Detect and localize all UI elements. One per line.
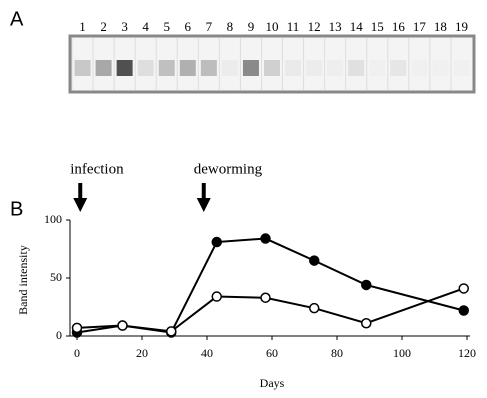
point (459, 284, 468, 293)
y-axis-label: Band intensity (16, 245, 30, 315)
lane-band (348, 60, 364, 76)
lane-label: 7 (206, 19, 213, 34)
point (310, 304, 319, 313)
arrow-head (197, 198, 211, 212)
lane-label: 6 (185, 19, 192, 34)
lane-band (159, 60, 175, 76)
point (261, 234, 270, 243)
point (212, 292, 221, 301)
lane-label: 19 (455, 19, 468, 34)
lane-label: 13 (329, 19, 342, 34)
lane-label: 9 (248, 19, 255, 34)
lane-label: 8 (227, 19, 234, 34)
lane-band (243, 60, 259, 76)
lane-band (306, 60, 322, 76)
y-tick-label: 50 (50, 270, 62, 284)
lane-label: 3 (121, 19, 128, 34)
lane-label: 4 (142, 19, 149, 34)
lane-band (285, 60, 301, 76)
lane-label: 5 (163, 19, 170, 34)
y-tick-label: 100 (44, 212, 62, 226)
lane-band (411, 60, 427, 76)
point (362, 319, 371, 328)
lane-band (201, 60, 217, 76)
lane-band (117, 60, 133, 76)
lane-label: 18 (434, 19, 447, 34)
point (362, 280, 371, 289)
annotation: infection (70, 161, 124, 177)
lane-label: 17 (413, 19, 427, 34)
lane-band (222, 60, 238, 76)
lane-label: 15 (371, 19, 384, 34)
panel-label: A (10, 8, 24, 30)
point (167, 327, 176, 336)
x-tick-label: 120 (458, 346, 476, 360)
point (73, 323, 82, 332)
panel-label: B (10, 198, 23, 220)
lane-label: 1 (79, 19, 86, 34)
lane-band (432, 60, 448, 76)
lane-band (453, 60, 469, 76)
point (459, 306, 468, 315)
point (310, 256, 319, 265)
point (118, 321, 127, 330)
lane-band (180, 60, 196, 76)
lane-band (264, 60, 280, 76)
lane-band (369, 60, 385, 76)
lane-label: 10 (266, 19, 279, 34)
lane-band (75, 60, 91, 76)
annotation: deworming (194, 161, 263, 177)
x-tick-label: 20 (136, 346, 148, 360)
x-tick-label: 40 (201, 346, 213, 360)
x-tick-label: 60 (266, 346, 278, 360)
lane-label: 14 (350, 19, 364, 34)
x-tick-label: 80 (331, 346, 343, 360)
lane-label: 16 (392, 19, 406, 34)
y-tick-label: 0 (56, 328, 62, 342)
lane-label: 11 (287, 19, 300, 34)
x-axis-label: Days (260, 376, 285, 390)
x-tick-label: 100 (393, 346, 411, 360)
lane-band (138, 60, 154, 76)
lane-band (96, 60, 112, 76)
figure: A B Band intensity Days 1234567891011121… (0, 0, 487, 398)
lane-band (390, 60, 406, 76)
point (261, 293, 270, 302)
lane-band (327, 60, 343, 76)
arrow-head (73, 198, 87, 212)
point (212, 238, 221, 247)
lane-label: 12 (308, 19, 321, 34)
series-line (77, 239, 464, 333)
lane-label: 2 (100, 19, 107, 34)
x-tick-label: 0 (74, 346, 80, 360)
